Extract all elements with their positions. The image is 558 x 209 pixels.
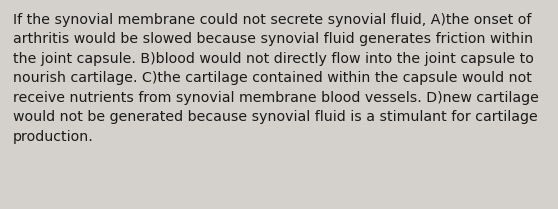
Text: If the synovial membrane could not secrete synovial fluid, A)the onset of arthri: If the synovial membrane could not secre… [13, 13, 539, 144]
